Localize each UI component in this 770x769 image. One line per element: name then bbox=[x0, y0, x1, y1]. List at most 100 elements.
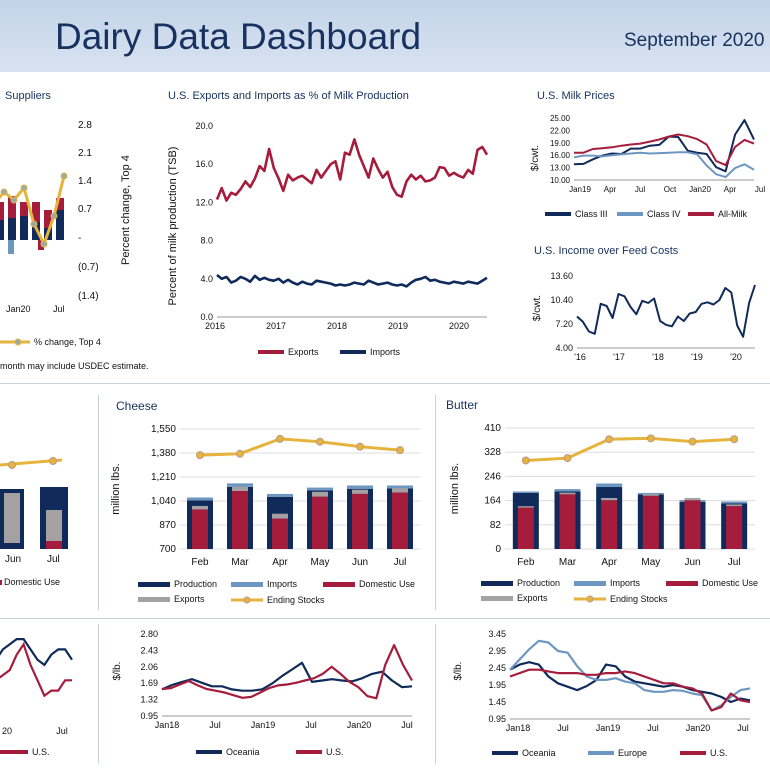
y2-tick-label: 2.1 bbox=[78, 148, 92, 159]
y-tick-label: 22.00 bbox=[550, 126, 571, 135]
x-tick-label: 2018 bbox=[327, 321, 347, 331]
legend-label: Production bbox=[517, 578, 560, 588]
data-point bbox=[0, 188, 8, 196]
x-tick-label: Jun bbox=[352, 557, 368, 568]
bar-domestic-use bbox=[517, 507, 534, 549]
legend-label: Production bbox=[174, 579, 217, 589]
x-tick-label: Jan18 bbox=[155, 720, 180, 730]
legend-swatch bbox=[574, 581, 606, 586]
legend-label: Class III bbox=[575, 209, 608, 219]
data-point bbox=[396, 446, 404, 455]
legend-label: Class IV bbox=[647, 209, 681, 219]
y-tick-label: 1.95 bbox=[488, 680, 506, 690]
x-tick-label: May bbox=[641, 557, 660, 568]
bar-domestic-use bbox=[684, 500, 701, 549]
data-point bbox=[276, 434, 284, 443]
y2-tick-label: 2.8 bbox=[78, 120, 92, 131]
bar-imports bbox=[267, 493, 293, 497]
y-tick-label: 16.00 bbox=[550, 151, 571, 160]
data-point bbox=[316, 437, 324, 446]
bar-exports bbox=[192, 505, 208, 510]
y-tick-label: 13.60 bbox=[550, 271, 573, 281]
bar-domestic-use bbox=[642, 495, 659, 549]
data-point bbox=[730, 435, 739, 444]
bar-domestic-use bbox=[726, 506, 743, 549]
supplier-bar bbox=[32, 202, 40, 222]
data-point bbox=[521, 456, 530, 465]
bar-exports bbox=[559, 492, 576, 495]
series-line-ending-stocks bbox=[199, 437, 401, 457]
page-title: Dairy Data Dashboard bbox=[55, 16, 422, 57]
legend-swatch bbox=[231, 582, 263, 587]
data-point bbox=[10, 196, 18, 204]
bar-imports bbox=[307, 487, 333, 491]
divider bbox=[0, 383, 770, 384]
bar-domestic-use bbox=[352, 493, 368, 549]
x-tick-label: Jan19 bbox=[596, 723, 621, 733]
x-tick-label: Jun bbox=[5, 554, 21, 565]
x-tick-label: Jan20 bbox=[689, 185, 711, 194]
supplier-bar bbox=[0, 220, 4, 240]
x-tick-label: Jul bbox=[755, 185, 765, 194]
y-tick-label: 12.0 bbox=[195, 197, 213, 207]
legend-swatch bbox=[481, 596, 513, 601]
y-axis-label: $/cwt. bbox=[530, 145, 541, 171]
x-tick-label: Jan19 bbox=[251, 720, 276, 730]
x-tick-label: Jul bbox=[557, 723, 569, 733]
bar-imports bbox=[554, 489, 581, 492]
y-tick-label: 0.95 bbox=[140, 711, 158, 721]
x-tick-label: Feb bbox=[517, 557, 535, 568]
y-tick-label: 7.20 bbox=[555, 319, 573, 329]
x-tick-label: 2019 bbox=[388, 321, 408, 331]
legend-label: Oceania bbox=[522, 748, 556, 758]
legend-marker bbox=[586, 595, 594, 603]
series-line-oceania bbox=[509, 661, 751, 704]
y-axis-label: $/lb. bbox=[112, 662, 123, 681]
bar-imports bbox=[596, 483, 623, 488]
supplier-bar bbox=[20, 216, 28, 240]
x-tick-label: Mar bbox=[231, 557, 249, 568]
data-point bbox=[356, 442, 364, 451]
y-tick-label: 0 bbox=[495, 544, 501, 555]
series-line-class-iv bbox=[573, 151, 755, 179]
x-tick-label: Apr bbox=[724, 185, 737, 194]
y-tick-label: 1.69 bbox=[140, 678, 158, 688]
y-tick-label: 2.43 bbox=[140, 645, 158, 655]
x-tick-label: Apr bbox=[272, 557, 288, 568]
chart-title-suppliers: Suppliers bbox=[5, 90, 51, 102]
data-point bbox=[196, 451, 204, 460]
x-tick-label: Jan19 bbox=[569, 185, 591, 194]
bar-imports bbox=[721, 501, 748, 504]
x-tick-label: Jul bbox=[53, 304, 65, 314]
bar-domestic-use bbox=[46, 541, 62, 549]
x-tick-label: '19 bbox=[691, 352, 703, 362]
legend-label: Exports bbox=[174, 594, 205, 604]
bar-exports bbox=[312, 491, 328, 497]
divider bbox=[0, 618, 770, 619]
bar-exports bbox=[392, 488, 408, 493]
y-tick-label: 2.95 bbox=[488, 646, 506, 656]
bar-imports bbox=[187, 497, 213, 501]
legend-label: % change, Top 4 bbox=[34, 337, 101, 347]
x-tick-label: Apr bbox=[601, 557, 617, 568]
legend-label: Imports bbox=[370, 347, 401, 357]
y-tick-label: 2.80 bbox=[140, 629, 158, 639]
x-tick-label: Jan18 bbox=[506, 723, 531, 733]
legend-swatch bbox=[138, 582, 170, 587]
bar-exports bbox=[46, 510, 62, 544]
x-tick-label: Jul bbox=[737, 723, 749, 733]
supplier-bar bbox=[8, 196, 16, 218]
x-tick-label: Apr bbox=[604, 185, 617, 194]
legend-label: U.S. bbox=[710, 748, 728, 758]
data-point bbox=[236, 449, 244, 458]
divider bbox=[98, 395, 99, 610]
bar-exports bbox=[272, 513, 288, 519]
y-tick-label: 4.0 bbox=[200, 274, 213, 284]
data-point bbox=[563, 454, 572, 463]
series-line-u-s- bbox=[509, 668, 751, 712]
x-tick-label: '20 bbox=[730, 352, 742, 362]
x-tick-label: Jul bbox=[305, 720, 317, 730]
x-tick-label: '18 bbox=[652, 352, 664, 362]
series-line-imports bbox=[216, 273, 488, 288]
